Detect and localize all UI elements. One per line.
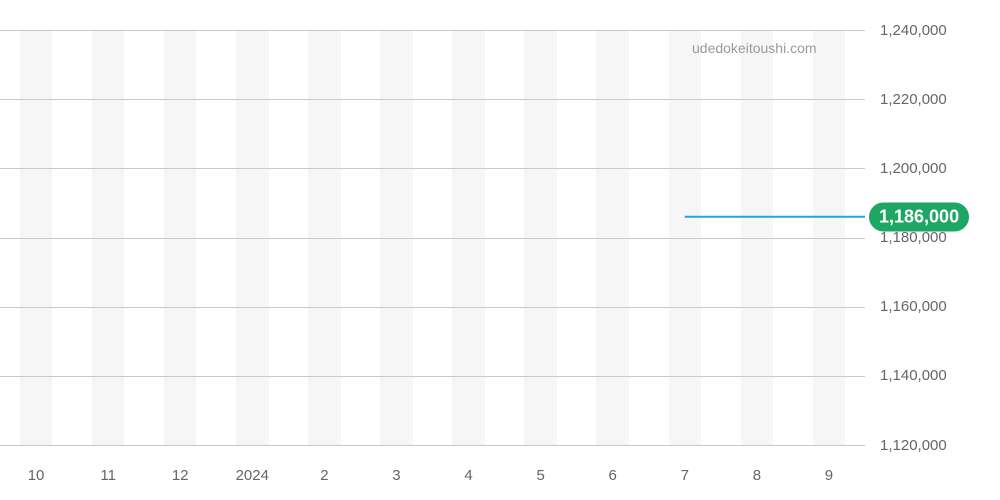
- x-tick-label: 6: [609, 467, 617, 484]
- price-chart: 1,186,000 udedokeitoushi.com 1,240,000 1,…: [0, 0, 1000, 500]
- series-line: [0, 30, 865, 445]
- y-tick-label: 1,200,000: [880, 160, 947, 177]
- x-tick-label: 12: [172, 467, 189, 484]
- y-tick-label: 1,120,000: [880, 437, 947, 454]
- y-tick-label: 1,140,000: [880, 367, 947, 384]
- x-tick-label: 3: [392, 467, 400, 484]
- y-tick-label: 1,220,000: [880, 91, 947, 108]
- x-tick-label: 2: [320, 467, 328, 484]
- y-gridline: [0, 445, 865, 446]
- watermark: udedokeitoushi.com: [692, 40, 817, 56]
- watermark-text: udedokeitoushi.com: [692, 40, 817, 56]
- current-value-text: 1,186,000: [879, 206, 959, 226]
- y-tick-label: 1,180,000: [880, 229, 947, 246]
- x-tick-label: 2024: [236, 467, 269, 484]
- x-tick-label: 8: [753, 467, 761, 484]
- x-tick-label: 7: [681, 467, 689, 484]
- x-tick-label: 11: [100, 467, 116, 484]
- y-tick-label: 1,240,000: [880, 22, 947, 39]
- x-tick-label: 4: [464, 467, 472, 484]
- x-tick-label: 5: [536, 467, 544, 484]
- x-tick-label: 10: [28, 467, 45, 484]
- y-tick-label: 1,160,000: [880, 298, 947, 315]
- x-tick-label: 9: [825, 467, 833, 484]
- plot-area: [0, 30, 865, 445]
